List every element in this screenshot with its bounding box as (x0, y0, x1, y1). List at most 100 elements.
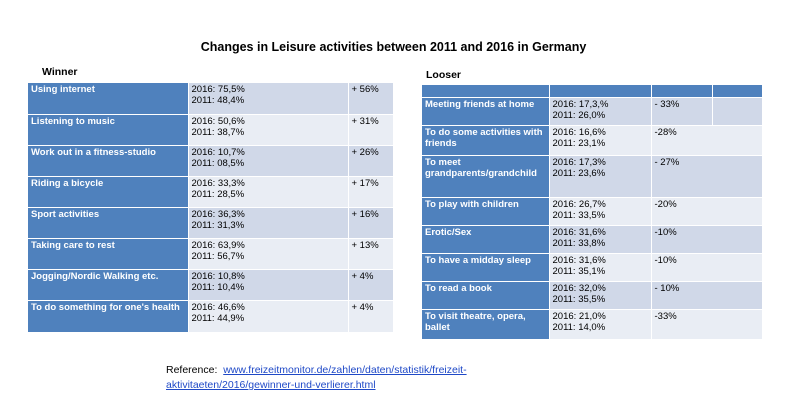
value-2011: 2011: 31,3% (191, 219, 245, 231)
table-row: Listening to music 2016: 50,6% 2011: 38,7… (28, 114, 394, 146)
value-cell: 2016: 32,0% 2011: 35,5% (549, 281, 652, 310)
page-title: Changes in Leisure activities between 20… (200, 40, 587, 54)
activity-label: Using internet (28, 83, 189, 115)
table-row: Taking care to rest 2016: 63,9% 2011: 56,… (28, 238, 394, 270)
change-cell: -20% (651, 197, 763, 226)
value-2011: 2011: 44,9% (191, 312, 245, 324)
header-cell (651, 85, 713, 98)
table-header-row (422, 85, 763, 98)
activity-label: To do something for one's health (28, 300, 189, 333)
value-2016: 2016: 10,7% (191, 146, 245, 158)
value-cell: 2016: 17,3,% 2011: 26,0% (549, 97, 652, 126)
value-cell: 2016: 33,3% 2011: 28,5% (188, 176, 349, 208)
change-cell: + 17% (348, 176, 394, 208)
activity-label: Work out in a fitness-studio (28, 145, 189, 177)
activity-label: To have a midday sleep (422, 253, 550, 282)
activity-label: To read a book (422, 281, 550, 310)
change-cell: + 16% (348, 207, 394, 239)
value-2011: 2011: 26,0% (552, 109, 606, 121)
activity-label: To play with children (422, 197, 550, 226)
reference-link[interactable]: www.freizeitmonitor.de/zahlen/daten/stat… (166, 364, 467, 391)
table-row: Sport activities 2016: 36,3% 2011: 31,3% … (28, 207, 394, 239)
activity-label: Sport activities (28, 207, 189, 239)
table-row: Riding a bicycle 2016: 33,3% 2011: 28,5% … (28, 176, 394, 208)
value-2011: 2011: 23,6% (552, 167, 606, 179)
loser-heading: Looser (426, 69, 462, 81)
value-2011: 2011: 14,0% (552, 321, 606, 333)
activity-label: To do some activities with friends (422, 125, 550, 156)
value-2016: 2016: 26,7% (552, 198, 606, 210)
value-2016: 2016: 63,9% (191, 239, 245, 251)
table-row: To read a book 2016: 32,0% 2011: 35,5% - … (422, 281, 763, 310)
value-2016: 2016: 21,0% (552, 310, 606, 322)
value-2016: 2016: 32,0% (552, 282, 606, 294)
value-2016: 2016: 31,6% (552, 226, 606, 238)
change-cell: -33% (651, 309, 763, 340)
value-2011: 2011: 28,5% (191, 188, 245, 200)
reference-link-line1: www.freizeitmonitor.de/zahlen/daten/stat… (223, 364, 467, 376)
table-row: Using internet 2016: 75,5% 2011: 48,4% + … (28, 83, 394, 115)
value-2011: 2011: 33,8% (552, 237, 606, 249)
reference-label: Reference: (166, 364, 218, 376)
reference: Reference: www.freizeitmonitor.de/zahlen… (166, 363, 467, 393)
value-2011: 2011: 23,1% (552, 137, 606, 149)
activity-label: To meet grandparents/grandchild (422, 155, 550, 198)
value-2016: 2016: 31,6% (552, 254, 606, 266)
extra-cell (712, 97, 763, 126)
value-2011: 2011: 56,7% (191, 250, 245, 262)
activity-label: Riding a bicycle (28, 176, 189, 208)
value-2011: 2011: 08,5% (191, 157, 245, 169)
value-cell: 2016: 31,6% 2011: 35,1% (549, 253, 652, 282)
winner-table: Using internet 2016: 75,5% 2011: 48,4% + … (28, 83, 394, 333)
value-2016: 2016: 50,6% (191, 115, 245, 127)
table-row: To play with children 2016: 26,7% 2011: 3… (422, 197, 763, 226)
value-cell: 2016: 16,6% 2011: 23,1% (549, 125, 652, 156)
value-2016: 2016: 17,3% (552, 156, 606, 168)
header-cell (422, 85, 550, 98)
change-cell: -10% (651, 225, 763, 254)
change-cell: + 13% (348, 238, 394, 270)
value-cell: 2016: 46,6% 2011: 44,9% (188, 300, 349, 333)
value-cell: 2016: 36,3% 2011: 31,3% (188, 207, 349, 239)
value-cell: 2016: 21,0% 2011: 14,0% (549, 309, 652, 340)
activity-label: Taking care to rest (28, 238, 189, 270)
change-cell: + 56% (348, 83, 394, 115)
value-cell: 2016: 10,8% 2011: 10,4% (188, 269, 349, 301)
value-2011: 2011: 10,4% (191, 281, 245, 293)
value-2011: 2011: 48,4% (191, 95, 245, 106)
value-2016: 2016: 46,6% (191, 301, 245, 313)
value-2011: 2011: 35,1% (552, 265, 606, 277)
value-cell: 2016: 26,7% 2011: 33,5% (549, 197, 652, 226)
change-cell: -28% (651, 125, 763, 156)
table-row: Erotic/Sex 2016: 31,6% 2011: 33,8% -10% (422, 225, 763, 254)
value-2011: 2011: 35,5% (552, 293, 606, 305)
value-2016: 2016: 16,6% (552, 126, 606, 138)
value-2016: 2016: 17,3,% (552, 98, 609, 110)
activity-label: Listening to music (28, 114, 189, 146)
value-cell: 2016: 17,3% 2011: 23,6% (549, 155, 652, 198)
value-2016: 2016: 10,8% (191, 270, 245, 282)
winner-heading: Winner (42, 66, 78, 78)
table-row: To have a midday sleep 2016: 31,6% 2011: … (422, 253, 763, 282)
activity-label: Meeting friends at home (422, 97, 550, 126)
table-row: Work out in a fitness-studio 2016: 10,7%… (28, 145, 394, 177)
value-2011: 2011: 38,7% (191, 126, 245, 138)
table-row: To do something for one's health 2016: 4… (28, 300, 394, 333)
change-cell: - 27% (651, 155, 763, 198)
change-cell: + 4% (348, 300, 394, 333)
table-row: To do some activities with friends 2016:… (422, 125, 763, 156)
value-2016: 2016: 33,3% (191, 177, 245, 189)
value-2016: 2016: 75,5% (191, 84, 245, 95)
activity-label: Jogging/Nordic Walking etc. (28, 269, 189, 301)
value-cell: 2016: 10,7% 2011: 08,5% (188, 145, 349, 177)
table-row: To meet grandparents/grandchild 2016: 17… (422, 155, 763, 198)
change-cell: + 26% (348, 145, 394, 177)
value-cell: 2016: 63,9% 2011: 56,7% (188, 238, 349, 270)
header-cell (549, 85, 652, 98)
change-cell: + 31% (348, 114, 394, 146)
value-2011: 2011: 33,5% (552, 209, 606, 221)
value-cell: 2016: 50,6% 2011: 38,7% (188, 114, 349, 146)
table-row: Jogging/Nordic Walking etc. 2016: 10,8% 2… (28, 269, 394, 301)
value-2016: 2016: 36,3% (191, 208, 245, 220)
loser-table: Meeting friends at home 2016: 17,3,% 2011… (422, 85, 763, 340)
